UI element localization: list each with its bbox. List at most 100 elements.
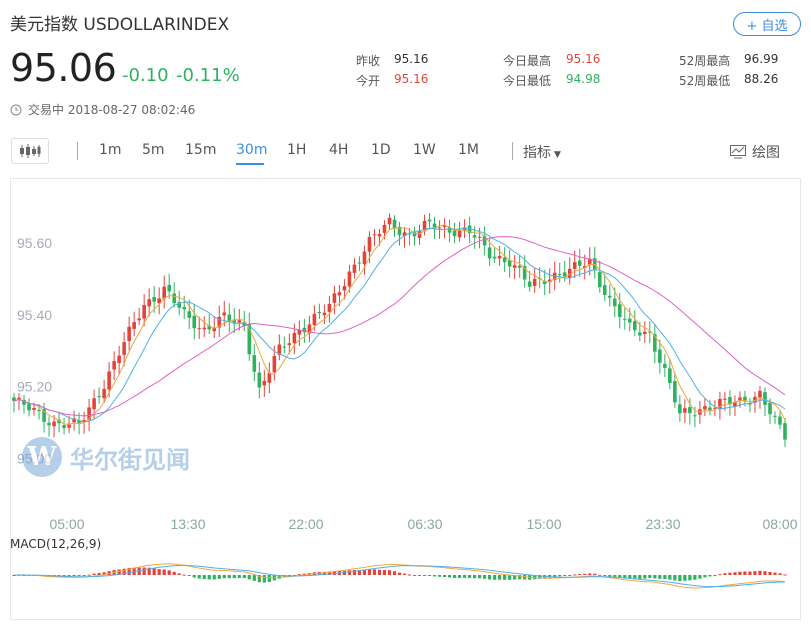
draw-tool-button[interactable]: 绘图	[730, 142, 780, 162]
macd-histogram-bar	[252, 575, 256, 581]
macd-histogram-bar	[142, 567, 146, 575]
macd-histogram-bar	[197, 575, 201, 579]
candle-body	[102, 388, 106, 399]
period-5m[interactable]: 5m	[142, 142, 165, 158]
candle-body	[427, 219, 432, 222]
prev-close-label: 昨收	[356, 54, 381, 68]
candle-body	[192, 315, 197, 329]
macd-histogram-bar	[523, 575, 527, 580]
candle-body	[397, 226, 402, 236]
candle-body	[237, 320, 242, 323]
candle-body	[703, 406, 707, 410]
candle-body	[768, 402, 772, 415]
candle-body	[437, 227, 442, 229]
macd-histogram-bar	[227, 575, 231, 579]
y-tick-label: 95.60	[17, 235, 52, 251]
candle-body	[357, 262, 362, 264]
macd-histogram-bar	[723, 573, 727, 575]
macd-histogram-bar	[683, 575, 687, 581]
chart-area[interactable]	[10, 178, 801, 620]
candle-body	[107, 371, 111, 390]
candle-body	[452, 230, 457, 237]
week52-high-value: 96.99	[744, 52, 779, 66]
macd-histogram-bar	[478, 575, 482, 579]
instrument-title: 美元指数 USDOLLARINDEX	[10, 15, 230, 35]
price-change: -0.10	[122, 65, 169, 86]
macd-histogram-bar	[598, 574, 602, 576]
trading-status: 交易中 2018-08-27 08:02:46	[10, 101, 195, 118]
macd-histogram-bar	[177, 573, 181, 575]
candle-body	[773, 415, 777, 417]
candle-body	[87, 407, 91, 420]
macd-histogram-bar	[122, 568, 126, 575]
candle-body	[67, 423, 71, 428]
candle-body	[372, 234, 377, 236]
candle-body	[387, 217, 392, 225]
period-1mo[interactable]: 1M	[458, 142, 479, 158]
candle-body	[382, 224, 387, 233]
period-15m[interactable]: 15m	[185, 142, 217, 158]
macd-histogram-bar	[713, 575, 717, 576]
macd-histogram-bar	[783, 574, 787, 576]
macd-histogram-bar	[778, 573, 782, 575]
open-value: 95.16	[394, 72, 429, 86]
status-text: 交易中 2018-08-27 08:02:46	[28, 103, 196, 117]
period-4h[interactable]: 4H	[329, 142, 349, 158]
macd-histogram-bar	[488, 575, 492, 580]
macd-histogram-bar	[257, 575, 261, 583]
candle-body	[622, 318, 627, 320]
period-1h[interactable]: 1H	[287, 142, 307, 158]
candle-body	[152, 297, 156, 302]
x-tick-label: 13:30	[170, 516, 205, 532]
candle-body	[527, 281, 532, 287]
chart-type-button[interactable]	[11, 138, 49, 164]
macd-histogram-bar	[172, 571, 176, 575]
candle-body	[182, 307, 187, 310]
candle-body	[292, 333, 297, 344]
candle-body	[587, 258, 592, 265]
macd-histogram-bar	[603, 575, 607, 576]
indicator-dropdown[interactable]: 指标 ▼	[523, 142, 561, 162]
candle-body	[733, 401, 737, 407]
candle-body	[633, 321, 637, 331]
macd-histogram-bar	[748, 571, 752, 575]
macd-histogram-bar	[147, 567, 151, 575]
period-1m[interactable]: 1m	[99, 142, 122, 158]
candle-body	[217, 316, 222, 328]
candle-body	[72, 418, 76, 423]
macd-histogram-bar	[703, 575, 707, 578]
period-30m[interactable]: 30m	[236, 142, 268, 158]
add-to-watchlist-button[interactable]: + 自选	[733, 12, 801, 36]
candle-body	[577, 260, 582, 266]
candle-body	[783, 423, 787, 440]
candle-body	[162, 286, 166, 299]
candle-body	[347, 271, 352, 287]
macd-histogram-bar	[613, 575, 617, 578]
candle-body	[252, 355, 257, 372]
macd-histogram-bar	[302, 573, 306, 575]
draw-chart-icon	[730, 145, 746, 159]
macd-histogram-bar	[182, 574, 186, 576]
candle-body	[172, 293, 177, 304]
candle-body	[332, 293, 337, 303]
macd-histogram-bar	[467, 575, 472, 579]
candle-body	[658, 349, 662, 363]
period-1w[interactable]: 1W	[413, 142, 436, 158]
candle-body	[462, 227, 467, 231]
period-1d[interactable]: 1D	[371, 142, 391, 158]
candle-body	[653, 334, 657, 352]
candle-body	[327, 303, 332, 312]
candle-body	[402, 232, 407, 236]
macd-histogram-bar	[648, 575, 652, 579]
candle-body	[247, 324, 252, 355]
macd-histogram-bar	[297, 574, 301, 576]
macd-histogram-bar	[262, 575, 266, 583]
macd-dif-line	[13, 563, 786, 589]
candle-body	[392, 219, 397, 229]
candle-body	[377, 234, 382, 237]
candle-body	[342, 286, 347, 291]
macd-histogram-bar	[583, 573, 587, 575]
candle-body	[572, 262, 577, 269]
macd-histogram-bar	[212, 575, 216, 580]
macd-histogram-bar	[367, 569, 372, 575]
